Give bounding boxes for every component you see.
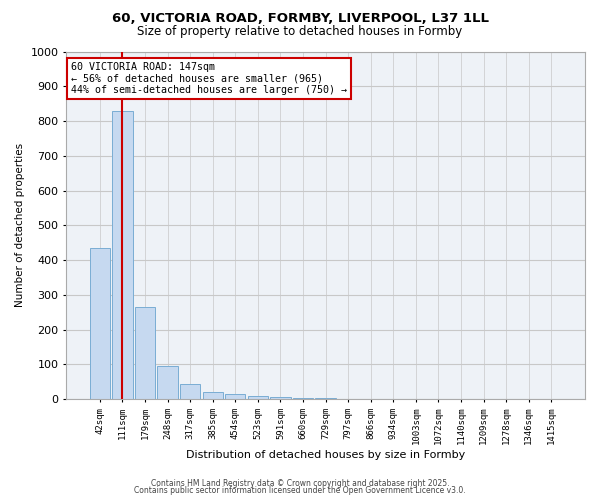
Bar: [293, 398, 313, 399]
Text: Contains HM Land Registry data © Crown copyright and database right 2025.: Contains HM Land Registry data © Crown c…: [151, 478, 449, 488]
Bar: [316, 398, 336, 399]
Y-axis label: Number of detached properties: Number of detached properties: [15, 144, 25, 308]
Bar: [225, 394, 245, 399]
Bar: [135, 307, 155, 399]
Text: 60, VICTORIA ROAD, FORMBY, LIVERPOOL, L37 1LL: 60, VICTORIA ROAD, FORMBY, LIVERPOOL, L3…: [112, 12, 488, 26]
Bar: [203, 392, 223, 399]
Text: Contains public sector information licensed under the Open Government Licence v3: Contains public sector information licen…: [134, 486, 466, 495]
Bar: [90, 248, 110, 399]
Text: Size of property relative to detached houses in Formby: Size of property relative to detached ho…: [137, 25, 463, 38]
Text: 60 VICTORIA ROAD: 147sqm
← 56% of detached houses are smaller (965)
44% of semi-: 60 VICTORIA ROAD: 147sqm ← 56% of detach…: [71, 62, 347, 95]
Bar: [248, 396, 268, 399]
X-axis label: Distribution of detached houses by size in Formby: Distribution of detached houses by size …: [186, 450, 465, 460]
Bar: [271, 398, 290, 399]
Bar: [157, 366, 178, 399]
Bar: [180, 384, 200, 399]
Bar: [112, 110, 133, 399]
